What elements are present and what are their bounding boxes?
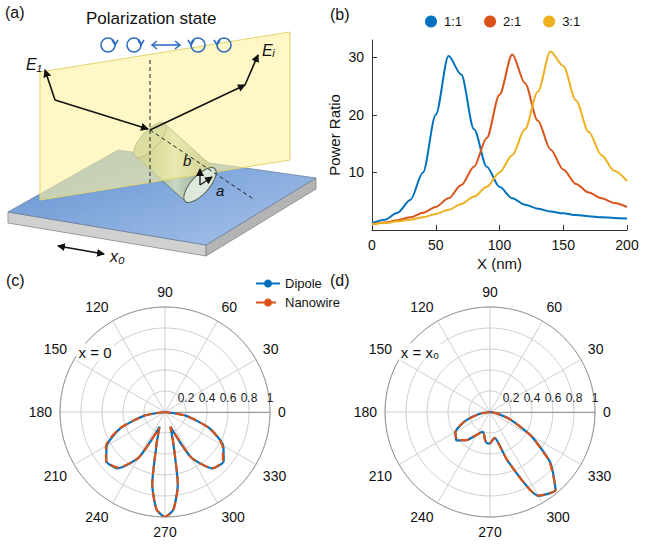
svg-text:0.2: 0.2 bbox=[503, 391, 520, 405]
svg-text:240: 240 bbox=[410, 509, 434, 525]
svg-text:1: 1 bbox=[592, 391, 599, 405]
svg-text:10: 10 bbox=[348, 164, 364, 180]
svg-text:(d): (d) bbox=[330, 272, 350, 289]
svg-text:0.8: 0.8 bbox=[241, 391, 258, 405]
svg-text:120: 120 bbox=[410, 299, 434, 315]
svg-text:3:1: 3:1 bbox=[562, 14, 580, 29]
svg-text:180: 180 bbox=[354, 404, 378, 420]
svg-text:x = x₀: x = x₀ bbox=[401, 344, 439, 361]
svg-text:0.6: 0.6 bbox=[545, 391, 562, 405]
svg-text:30: 30 bbox=[348, 49, 364, 65]
svg-text:300: 300 bbox=[547, 509, 571, 525]
svg-text:0: 0 bbox=[278, 404, 286, 420]
svg-text:90: 90 bbox=[482, 284, 498, 300]
svg-text:20: 20 bbox=[348, 107, 364, 123]
svg-text:x = 0: x = 0 bbox=[79, 344, 112, 361]
svg-text:X (nm): X (nm) bbox=[477, 255, 522, 272]
svg-text:300: 300 bbox=[222, 509, 246, 525]
svg-text:(b): (b) bbox=[330, 6, 350, 23]
svg-text:330: 330 bbox=[588, 468, 612, 484]
svg-text:0.2: 0.2 bbox=[178, 391, 195, 405]
svg-text:50: 50 bbox=[428, 237, 444, 253]
svg-text:30: 30 bbox=[263, 341, 279, 357]
svg-text:60: 60 bbox=[222, 299, 238, 315]
svg-text:270: 270 bbox=[478, 524, 502, 540]
svg-text:330: 330 bbox=[263, 468, 287, 484]
svg-text:Dipole: Dipole bbox=[285, 276, 322, 291]
svg-text:150: 150 bbox=[552, 237, 576, 253]
svg-text:(a): (a) bbox=[5, 4, 25, 21]
svg-text:0.4: 0.4 bbox=[524, 391, 541, 405]
svg-text:200: 200 bbox=[615, 237, 639, 253]
svg-text:Polarization state: Polarization state bbox=[86, 9, 216, 28]
svg-text:1: 1 bbox=[267, 391, 274, 405]
svg-text:210: 210 bbox=[44, 468, 68, 484]
svg-text:60: 60 bbox=[547, 299, 563, 315]
svg-text:180: 180 bbox=[29, 404, 53, 420]
svg-text:100: 100 bbox=[488, 237, 512, 253]
svg-text:b: b bbox=[183, 152, 191, 169]
svg-text:0: 0 bbox=[603, 404, 611, 420]
svg-text:30: 30 bbox=[588, 341, 604, 357]
svg-text:1:1: 1:1 bbox=[444, 14, 462, 29]
svg-text:210: 210 bbox=[369, 468, 393, 484]
svg-text:x₀: x₀ bbox=[109, 248, 125, 265]
svg-text:90: 90 bbox=[157, 284, 173, 300]
svg-text:120: 120 bbox=[85, 299, 109, 315]
svg-text:Eᵢ: Eᵢ bbox=[262, 42, 276, 59]
svg-text:Nanowire: Nanowire bbox=[285, 295, 340, 310]
svg-text:0.6: 0.6 bbox=[220, 391, 237, 405]
svg-text:270: 270 bbox=[153, 524, 177, 540]
svg-text:Power Ratio: Power Ratio bbox=[326, 94, 343, 176]
svg-text:150: 150 bbox=[44, 341, 68, 357]
svg-text:0.4: 0.4 bbox=[199, 391, 216, 405]
svg-text:E₁: E₁ bbox=[26, 56, 42, 73]
svg-text:150: 150 bbox=[369, 341, 393, 357]
svg-text:(c): (c) bbox=[6, 272, 25, 289]
svg-text:240: 240 bbox=[85, 509, 109, 525]
svg-text:0: 0 bbox=[368, 237, 376, 253]
svg-text:0.8: 0.8 bbox=[566, 391, 583, 405]
svg-text:2:1: 2:1 bbox=[503, 14, 521, 29]
svg-text:a: a bbox=[216, 182, 224, 199]
